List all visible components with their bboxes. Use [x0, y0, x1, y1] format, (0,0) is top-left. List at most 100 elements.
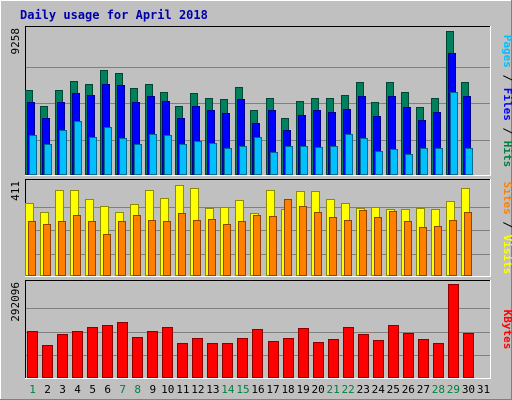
day-label-4: 4: [74, 383, 81, 396]
bar-sites-day-1: [28, 221, 36, 276]
bar-sites-day-29: [449, 220, 457, 276]
day-label-11: 11: [176, 383, 189, 396]
day-label-5: 5: [89, 383, 96, 396]
bar-pages-day-6: [104, 127, 112, 175]
bar-kbytes-day-10: [162, 327, 173, 378]
bar-sites-day-28: [434, 226, 442, 276]
legend-part: Visits: [501, 235, 512, 275]
bar-pages-day-28: [435, 148, 443, 175]
x-axis-day-labels: 1 2 3 4 5 6 7 8 9 10 11 12 13 14 15 16 17 18 19 20 21 22 23 24 2…: [29, 383, 490, 396]
bar-sites-day-30: [464, 212, 472, 276]
series-pages: [29, 92, 473, 175]
panel-kbytes: 292096 KBytes: [9, 280, 512, 379]
bar-kbytes-day-7: [117, 322, 128, 378]
bar-pages-day-26: [405, 154, 413, 175]
bar-pages-day-14: [224, 148, 232, 175]
day-label-14: 14: [221, 383, 235, 396]
bar-sites-day-23: [359, 210, 367, 276]
bar-pages-day-7: [119, 138, 127, 175]
day-label-17: 17: [266, 383, 279, 396]
bar-kbytes-day-4: [72, 331, 83, 378]
legend-part: Pages: [501, 35, 512, 68]
bar-kbytes-day-28: [433, 343, 444, 378]
day-label-27: 27: [417, 383, 430, 396]
day-label-28: 28: [432, 383, 445, 396]
y-max-label: 9258: [9, 28, 22, 55]
day-label-22: 22: [342, 383, 355, 396]
bar-kbytes-day-29: [448, 284, 459, 378]
day-label-8: 8: [134, 383, 141, 396]
bar-pages-day-23: [360, 138, 368, 175]
day-label-23: 23: [357, 383, 370, 396]
day-label-2: 2: [44, 383, 51, 396]
bar-pages-day-5: [89, 137, 97, 175]
bar-pages-day-17: [270, 152, 278, 175]
legend-part: Hits: [501, 141, 512, 168]
bar-pages-day-16: [254, 137, 262, 175]
bar-sites-day-14: [223, 224, 231, 276]
day-label-26: 26: [402, 383, 415, 396]
bar-kbytes-day-11: [177, 343, 188, 378]
bar-pages-day-12: [194, 141, 202, 175]
bar-kbytes-day-17: [268, 341, 279, 378]
bar-sites-day-24: [374, 217, 382, 276]
bar-sites-day-11: [178, 213, 186, 276]
bar-sites-day-7: [118, 221, 126, 276]
legend-part: /: [501, 121, 512, 141]
bar-sites-day-8: [133, 215, 141, 276]
bar-sites-day-25: [389, 211, 397, 276]
day-label-7: 7: [119, 383, 126, 396]
bar-pages-day-25: [390, 149, 398, 175]
bar-kbytes-day-9: [147, 331, 158, 378]
bar-sites-day-6: [103, 234, 111, 276]
day-label-21: 21: [327, 383, 340, 396]
day-label-9: 9: [149, 383, 156, 396]
y-axis-legend-label: Pages / Files / Hits: [501, 35, 512, 168]
bar-pages-day-13: [209, 143, 217, 175]
bar-sites-day-4: [73, 215, 81, 276]
bar-sites-day-9: [148, 220, 156, 276]
bar-pages-day-15: [239, 146, 247, 175]
bar-pages-day-11: [179, 144, 187, 175]
bar-kbytes-day-27: [418, 339, 429, 378]
day-label-30: 30: [462, 383, 475, 396]
bar-sites-day-15: [238, 221, 246, 276]
bar-pages-day-29: [450, 92, 458, 175]
bar-kbytes-day-25: [388, 325, 399, 378]
bar-sites-day-5: [88, 221, 96, 276]
day-label-31: 31: [477, 383, 490, 396]
bar-pages-day-3: [59, 130, 67, 175]
bar-kbytes-day-12: [192, 338, 203, 378]
bar-kbytes-day-14: [222, 343, 233, 378]
bar-kbytes-day-19: [298, 328, 309, 378]
bar-pages-day-4: [74, 121, 82, 175]
bar-sites-day-16: [253, 215, 261, 276]
bar-sites-day-21: [329, 217, 337, 276]
bar-kbytes-day-16: [252, 329, 263, 378]
bar-sites-day-26: [404, 221, 412, 276]
bar-kbytes-day-20: [313, 342, 324, 378]
bar-kbytes-day-1: [27, 331, 38, 378]
bar-sites-day-2: [43, 224, 51, 276]
series-sites: [28, 199, 472, 276]
legend-part: /: [501, 215, 512, 235]
bar-pages-day-24: [375, 151, 383, 175]
bar-pages-day-20: [315, 147, 323, 175]
bar-kbytes-day-21: [328, 339, 339, 378]
bar-kbytes-day-24: [373, 340, 384, 378]
legend-part: KBytes: [501, 310, 512, 350]
bar-sites-day-22: [344, 220, 352, 276]
bar-sites-day-13: [208, 219, 216, 276]
y-max-label: 292096: [9, 282, 22, 322]
legend-part: /: [501, 68, 512, 88]
panel-hits-files-pages: 9258 Pages / Files / Hits: [9, 26, 512, 176]
bar-sites-day-10: [163, 221, 171, 276]
bar-sites-day-27: [419, 227, 427, 276]
bar-kbytes-day-15: [237, 338, 248, 378]
day-label-20: 20: [312, 383, 325, 396]
day-label-6: 6: [104, 383, 111, 396]
bar-sites-day-18: [284, 199, 292, 276]
bar-kbytes-day-6: [102, 325, 113, 378]
bar-pages-day-2: [44, 144, 52, 175]
